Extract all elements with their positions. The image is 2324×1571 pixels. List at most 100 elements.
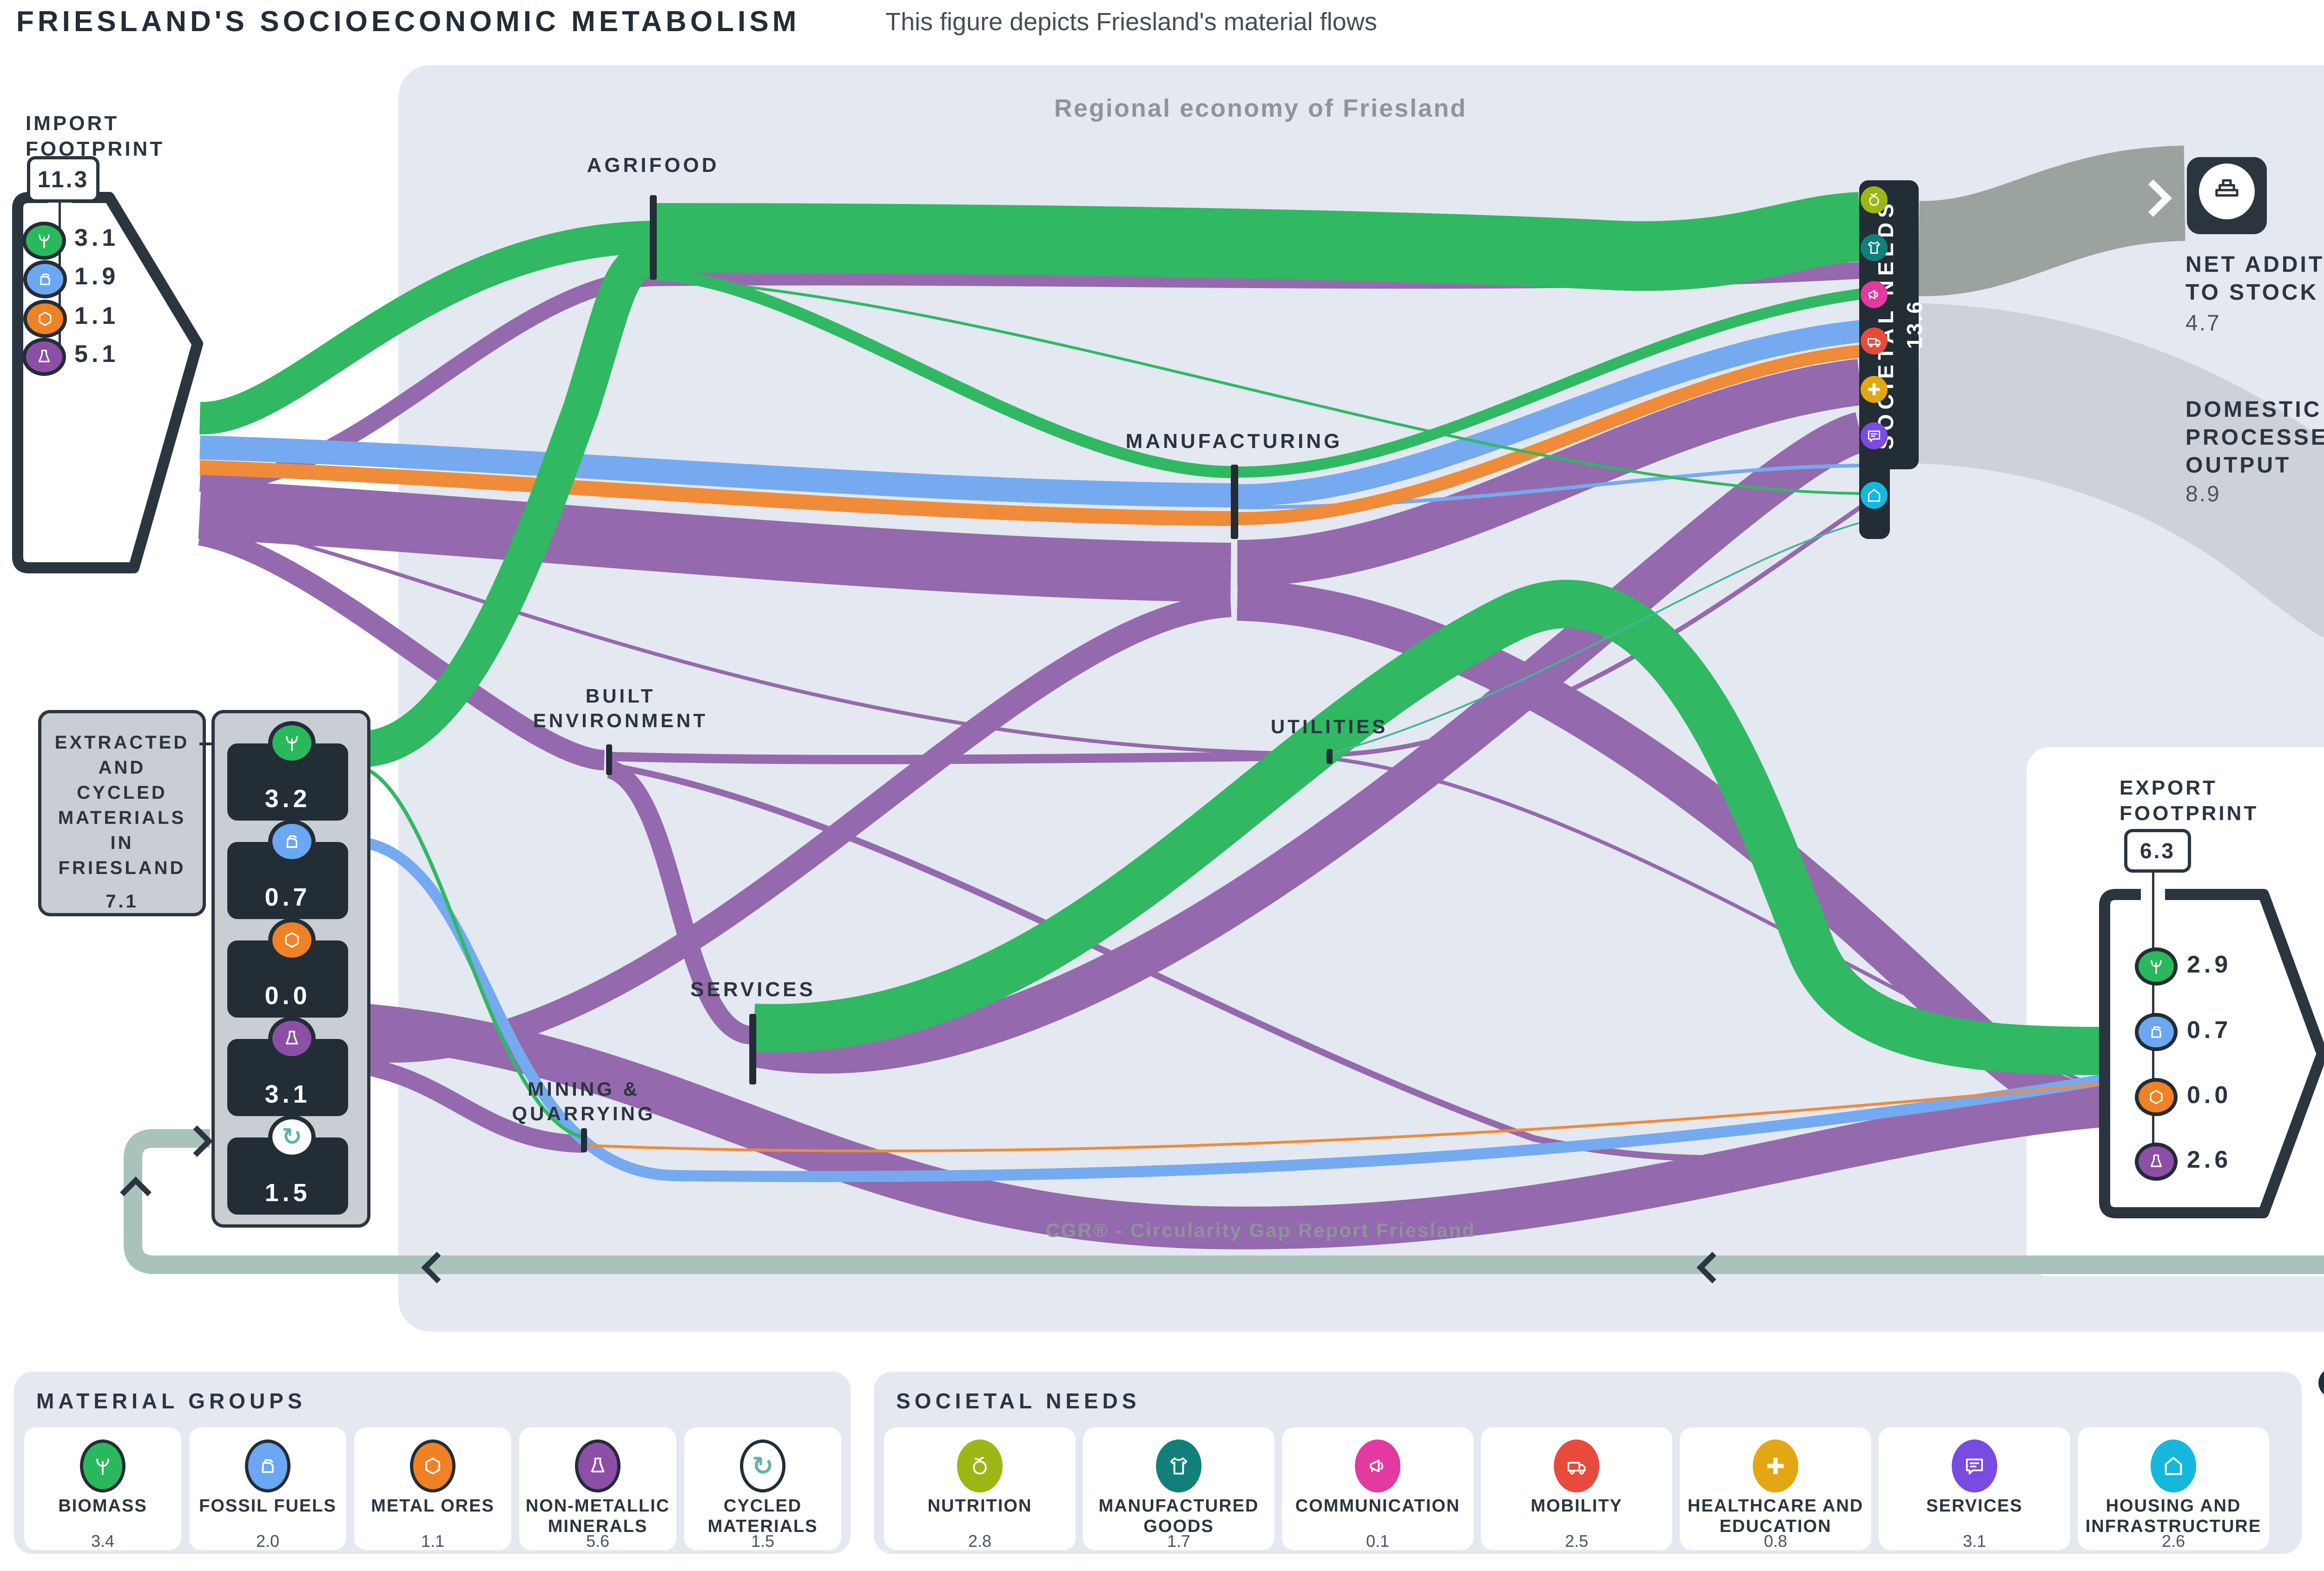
net-additions-value: 4.7 xyxy=(2185,311,2221,335)
extracted-pill-metal: 0.0 xyxy=(227,940,348,1018)
node-label-agrifood: AGRIFOOD xyxy=(587,154,720,177)
biomass-icon xyxy=(22,222,66,260)
import-fossil-value: 1.9 xyxy=(74,263,119,290)
extracted-line3: CYCLED xyxy=(77,782,167,803)
biomass-icon xyxy=(2135,947,2178,986)
nas-line1: NET ADDITIONS xyxy=(2185,252,2324,277)
flow-import-utilities-purple xyxy=(199,519,1326,756)
material-card-label: NON-METALLIC MINERALS xyxy=(525,1496,670,1536)
biomass-icon xyxy=(80,1440,125,1492)
material-card-value: 3.4 xyxy=(91,1532,115,1551)
need-card-label: NUTRITION xyxy=(927,1496,1032,1516)
need-card-housing: HOUSING AND INFRASTRUCTURE 2.6 xyxy=(2078,1427,2269,1551)
need-card-communication: COMMUNICATION 0.1 xyxy=(1282,1427,1473,1551)
biomass-icon xyxy=(268,721,316,765)
fossil-fuels-icon xyxy=(23,260,67,298)
page-title: FRIESLAND'S SOCIOECONOMIC METABOLISM xyxy=(16,6,800,38)
extracted-line2: AND xyxy=(98,757,146,778)
non-metallic-minerals-icon xyxy=(22,338,66,376)
export-nonmetallic-value: 2.6 xyxy=(2187,1146,2232,1173)
material-groups-title: MATERIAL GROUPS xyxy=(36,1389,306,1413)
mining-line2: QUARRYING xyxy=(512,1102,656,1124)
flow-needs-to-nas xyxy=(1918,145,2186,296)
mobility-icon xyxy=(1861,328,1888,355)
non-metallic-minerals-icon xyxy=(2135,1143,2178,1181)
nas-line2: TO STOCK xyxy=(2185,280,2319,305)
flow-agrifood-nutrition-green xyxy=(655,192,1862,291)
need-card-services: SERVICES 3.1 xyxy=(1879,1427,2070,1551)
need-card-value: 1.7 xyxy=(1167,1532,1191,1551)
node-tick-manufacturing xyxy=(1231,465,1238,539)
export-label-line2: FOOTPRINT xyxy=(2119,802,2259,825)
material-card-value: 1.1 xyxy=(421,1532,445,1551)
import-metal-value: 1.1 xyxy=(74,302,119,329)
extracted-line1: EXTRACTED xyxy=(54,732,190,753)
non-metallic-minerals-icon xyxy=(575,1440,621,1492)
services-icon xyxy=(1952,1440,1997,1492)
need-card-value: 2.5 xyxy=(1565,1532,1589,1551)
flow-import-builtenv-purple xyxy=(198,525,605,770)
extracted-line5: IN xyxy=(110,833,134,853)
extracted-line4: MATERIALS xyxy=(58,808,186,828)
export-footprint-label: EXPORT FOOTPRINT xyxy=(2119,775,2258,826)
built-env-line1: BUILT xyxy=(585,685,656,707)
node-tick-agrifood xyxy=(650,195,657,280)
net-additions-stack-icon xyxy=(2199,164,2255,219)
cycled-materials-icon: ↻ xyxy=(740,1440,786,1492)
housing-infrastructure-icon xyxy=(1861,482,1888,509)
material-card-label: BIOMASS xyxy=(58,1496,147,1516)
extracted-total: 7.1 xyxy=(106,891,139,912)
node-label-services: SERVICES xyxy=(690,978,816,1001)
need-card-value: 2.6 xyxy=(2161,1532,2185,1551)
built-env-line2: ENVIRONMENT xyxy=(533,709,708,731)
extracted-label: EXTRACTED AND CYCLED MATERIALS IN FRIESL… xyxy=(41,713,203,914)
node-label-mining: MINING & QUARRYING xyxy=(468,1077,700,1126)
need-card-label: SERVICES xyxy=(1926,1496,2023,1516)
nutrition-icon xyxy=(1861,186,1888,213)
flow-import-manufacturing-blue xyxy=(199,435,1231,507)
flow-agrifood-manufacturing-green xyxy=(655,268,1231,478)
flow-builtenv-services-purple xyxy=(606,760,752,1045)
material-card-value: 5.6 xyxy=(586,1532,610,1551)
need-card-value: 0.1 xyxy=(1366,1532,1390,1551)
material-card-cycled: ↻ CYCLED MATERIALS 1.5 xyxy=(684,1427,841,1551)
material-card-fossil: FOSSIL FUELS 2.0 xyxy=(189,1427,346,1551)
fossil-fuels-icon xyxy=(2135,1013,2178,1051)
export-metal-value: 0.0 xyxy=(2187,1082,2232,1109)
mobility-icon xyxy=(1554,1440,1599,1492)
flow-extraction-agrifood-green xyxy=(359,240,654,768)
import-footprint-label-line1: IMPORT xyxy=(26,112,119,135)
non-metallic-minerals-icon xyxy=(268,1017,316,1060)
material-card-metal: METAL ORES 1.1 xyxy=(354,1427,511,1551)
need-card-label: MANUFACTURED GOODS xyxy=(1098,1496,1259,1536)
net-additions-label: NET ADDITIONS TO STOCK xyxy=(2185,251,2324,307)
need-card-value: 2.8 xyxy=(968,1532,992,1551)
node-label-built-environment: BUILT ENVIRONMENT xyxy=(504,684,737,733)
communication-icon xyxy=(1355,1440,1400,1492)
fossil-fuels-icon xyxy=(245,1440,290,1492)
flow-manufacturing-needs-orange xyxy=(1237,345,1861,525)
extracted-label-box: EXTRACTED AND CYCLED MATERIALS IN FRIESL… xyxy=(38,710,206,916)
import-nonmetallic-value: 5.1 xyxy=(74,341,119,368)
flow-needs-to-dpo xyxy=(1915,303,2324,638)
export-fossil-value: 0.7 xyxy=(2187,1017,2232,1044)
metal-ores-icon xyxy=(2135,1078,2178,1116)
services-icon xyxy=(1861,422,1888,449)
flow-agrifood-housing-green xyxy=(655,277,1861,495)
extracted-line6: FRIESLAND xyxy=(58,858,186,878)
flow-extraction-export-purple xyxy=(358,1003,2104,1249)
economy-panel-title: Regional economy of Friesland xyxy=(1054,94,1467,122)
need-card-label: HOUSING AND INFRASTRUCTURE xyxy=(2085,1496,2262,1536)
need-card-value: 0.8 xyxy=(1763,1532,1788,1551)
dpo-line3: OUTPUT xyxy=(2185,453,2291,478)
need-card-label: MOBILITY xyxy=(1531,1496,1623,1516)
export-label-line1: EXPORT xyxy=(2119,776,2218,799)
metal-ores-icon xyxy=(23,300,67,338)
healthcare-education-icon xyxy=(1753,1440,1798,1492)
import-footprint-label: IMPORT FOOTPRINT xyxy=(26,111,165,162)
flow-extraction-export-blue xyxy=(359,836,2103,1183)
extracted-biomass-value: 3.2 xyxy=(264,785,311,813)
cycled-materials-icon: ↻ xyxy=(268,1115,316,1159)
